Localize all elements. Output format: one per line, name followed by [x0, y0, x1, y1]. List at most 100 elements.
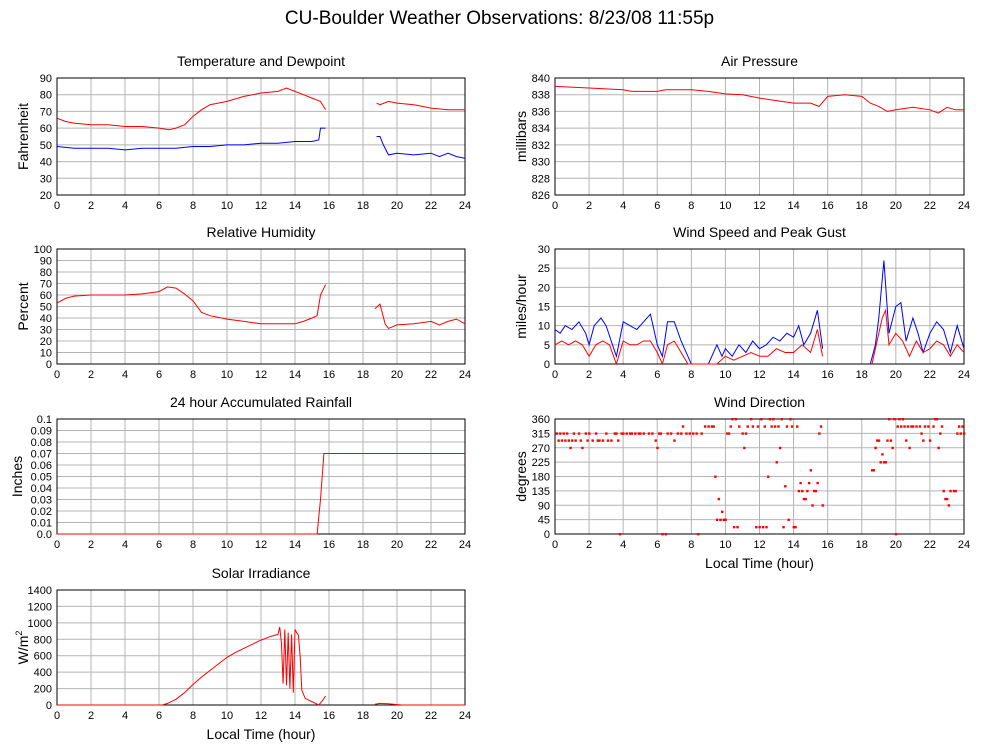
- x-tick-label: 16: [323, 200, 335, 212]
- data-point: [567, 439, 571, 442]
- data-point: [949, 489, 952, 493]
- x-tick-label: 4: [122, 710, 128, 722]
- series-line-0: [376, 100, 465, 111]
- y-tick-label: 10: [40, 348, 52, 360]
- data-point: [651, 432, 654, 435]
- y-tick-label: 830: [532, 157, 550, 169]
- data-point: [954, 489, 957, 493]
- data-point: [743, 446, 746, 450]
- data-point: [778, 446, 782, 450]
- data-point: [814, 489, 818, 493]
- data-point: [957, 425, 961, 428]
- data-point: [642, 432, 646, 435]
- data-point: [922, 439, 925, 442]
- y-tick-label: 0.03: [31, 495, 52, 507]
- y-tick-label: 45: [538, 515, 550, 527]
- y-tick-label: 836: [532, 106, 550, 118]
- y-tick-label: 0.0: [37, 529, 52, 541]
- x-tick-label: 2: [88, 710, 94, 722]
- x-tick-label: 24: [958, 369, 970, 381]
- x-tick-label: 22: [425, 710, 437, 722]
- y-tick-label: 70: [40, 106, 52, 118]
- data-point: [586, 439, 589, 442]
- x-tick-label: 12: [255, 200, 267, 212]
- x-tick-label: 22: [924, 539, 936, 551]
- x-tick-label: 2: [88, 539, 94, 551]
- y-tick-label: 80: [40, 90, 52, 102]
- data-point: [787, 518, 790, 522]
- data-point: [654, 439, 657, 442]
- data-point: [562, 432, 565, 435]
- x-tick-label: 14: [289, 539, 301, 551]
- data-point: [789, 418, 792, 421]
- data-point: [899, 425, 903, 428]
- plot-frame: [554, 77, 965, 196]
- data-point: [625, 432, 628, 435]
- series-line-0: [374, 303, 466, 330]
- y-tick-label: 20: [538, 282, 550, 294]
- y-tick-label: 90: [40, 73, 52, 85]
- data-point: [770, 425, 773, 428]
- data-point: [571, 439, 574, 442]
- x-tick-label: 22: [425, 369, 437, 381]
- data-point: [804, 497, 807, 501]
- data-point: [894, 533, 898, 536]
- y-axis-label: degrees: [513, 451, 529, 502]
- data-point: [813, 489, 816, 493]
- data-point: [617, 439, 620, 442]
- y-tick-label: 0.01: [31, 518, 52, 530]
- x-tick-label: 4: [122, 200, 128, 212]
- page-title: CU-Boulder Weather Observations: 8/23/08…: [284, 8, 715, 29]
- data-point: [802, 497, 806, 501]
- plot-frame: [554, 418, 965, 535]
- y-axis-label: Inches: [9, 456, 25, 497]
- y-tick-label: 0: [544, 529, 550, 541]
- data-point: [605, 432, 608, 435]
- data-point: [935, 418, 939, 421]
- data-point: [724, 518, 727, 522]
- data-point: [879, 461, 882, 464]
- y-tick-label: 600: [34, 651, 52, 663]
- data-point: [555, 432, 559, 435]
- data-point: [615, 432, 618, 435]
- y-tick-label: 70: [40, 279, 52, 291]
- x-tick-label: 16: [323, 710, 335, 722]
- x-tick-label: 2: [586, 200, 592, 212]
- y-axis-label-text: W/m: [15, 636, 31, 665]
- x-tick-label: 6: [654, 200, 660, 212]
- data-point: [637, 432, 640, 435]
- x-tick-label: 22: [924, 369, 936, 381]
- x-tick-label: 8: [190, 200, 196, 212]
- data-point: [777, 425, 780, 428]
- data-point: [816, 481, 819, 485]
- data-point: [731, 418, 734, 421]
- data-point: [695, 432, 698, 435]
- data-point: [622, 432, 625, 435]
- x-tick-label: 4: [122, 539, 128, 551]
- x-tick-label: 6: [156, 369, 162, 381]
- x-tick-label: 12: [255, 710, 267, 722]
- series-line-1: [56, 127, 326, 151]
- x-tick-label: 2: [88, 200, 94, 212]
- plot-frame: [56, 77, 466, 196]
- x-tick-label: 22: [924, 200, 936, 212]
- data-point: [656, 446, 659, 450]
- data-point: [906, 425, 910, 428]
- data-point: [780, 418, 784, 421]
- y-axis-label: millibars: [513, 111, 529, 162]
- y-tick-label: 180: [532, 472, 550, 484]
- x-tick-label: 14: [289, 200, 301, 212]
- y-tick-label: 0: [46, 700, 52, 712]
- y-tick-label: 60: [40, 123, 52, 135]
- data-point: [797, 489, 801, 493]
- data-point: [569, 446, 572, 450]
- data-point: [901, 418, 905, 421]
- data-point: [934, 418, 937, 421]
- data-point: [746, 425, 749, 428]
- x-tick-label: 6: [654, 369, 660, 381]
